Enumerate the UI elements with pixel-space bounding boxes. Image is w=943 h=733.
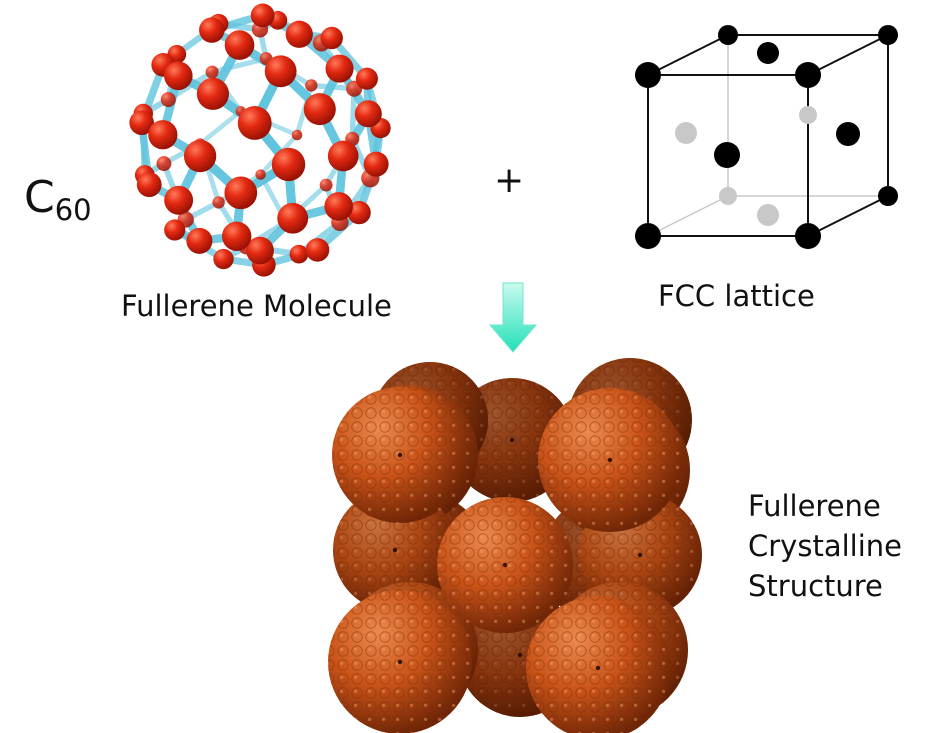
lattice-atom-corner [795,223,821,249]
carbon-atom [355,67,378,90]
carbon-atom [250,3,275,28]
fullerene-bonds-and-atoms [129,3,391,277]
carbon-atom [264,55,297,88]
carbon-atom [213,248,234,270]
carbon-atom [237,106,272,140]
bond [197,108,244,147]
lattice-atom-face [757,42,779,64]
plus-sign: + [494,160,525,201]
carbon-atom [222,221,252,251]
carbon-atom [224,30,255,60]
lattice-atom-hidden [719,187,737,205]
carbon-atom [347,200,371,225]
crystal-label-line-1: Fullerene [748,489,881,523]
carbon-atom [255,169,266,180]
fullerene-sphere [333,488,457,612]
crystal-structure-label: Fullerene Crystalline Structure [748,486,902,606]
carbon-atom [164,185,194,215]
fullerene-sphere [526,596,670,733]
crystal-label-line-3: Structure [748,569,883,603]
carbon-atom [136,172,162,198]
crystal-label-line-2: Crystalline [748,529,902,563]
carbon-atom [196,77,230,110]
carbon-atom [325,54,354,83]
carbon-atom [303,93,336,126]
down-arrow-icon [488,282,538,353]
carbon-atom [164,219,186,241]
carbon-atom [305,79,318,92]
carbon-atom [212,196,225,209]
carbon-atom [319,178,333,192]
carbon-atom [271,147,306,182]
lattice-atom-hidden [675,122,697,144]
lattice-atom-face [836,122,860,146]
fullerene-sphere [437,497,573,633]
carbon-atom [354,100,382,128]
c60-subscript: 60 [54,193,92,227]
fullerene-crystal-image [328,358,702,733]
c60-formula: C60 [24,172,92,227]
lattice-atom-corner [878,186,898,206]
carbon-atom [246,236,274,265]
fullerene-molecule-label: Fullerene Molecule [121,289,392,323]
carbon-atom [183,139,217,173]
lattice-atom-hidden [757,204,779,226]
lattice-atom-hidden [799,106,817,124]
lattice-atom-corner [795,62,821,88]
carbon-atom [289,244,309,264]
carbon-atom [277,202,309,234]
carbon-atom [164,61,193,91]
fcc-lattice-image [635,25,898,249]
fullerene-sphere [538,388,682,532]
carbon-atom [324,192,354,221]
lattice-atom-corner [635,62,661,88]
carbon-atom [199,17,225,43]
fcc-lattice-label: FCC lattice [658,279,815,313]
carbon-atom [224,176,258,210]
fullerene-sphere [328,590,472,733]
carbon-atom [285,20,313,48]
fullerene-sphere [332,387,468,523]
carbon-atom [327,140,359,172]
carbon-atom [205,65,219,79]
carbon-atom [129,110,154,136]
lattice-atom-face [714,142,740,168]
carbon-atom [148,120,178,150]
carbon-atom [320,26,343,50]
lattice-atom-corner [718,25,738,45]
lattice-atom-corner [878,25,898,45]
carbon-atom [156,156,172,172]
carbon-atom [363,151,389,177]
carbon-atom [305,238,330,262]
carbon-atom [186,227,213,254]
c60-letter: C [24,172,55,223]
lattice-atom-corner [635,223,661,249]
carbon-atom [291,129,303,141]
carbon-atom [160,92,176,108]
